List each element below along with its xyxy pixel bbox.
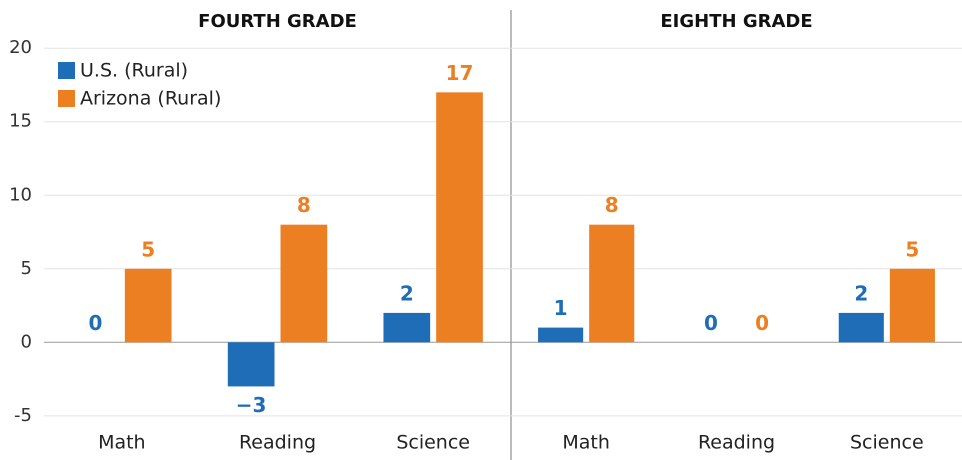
value-label: 0 (755, 311, 769, 335)
legend-swatch (58, 62, 75, 79)
x-tick-label: Science (850, 432, 924, 454)
y-tick-label: 0 (21, 331, 32, 352)
legend-swatch (58, 90, 75, 107)
panel-title: FOURTH GRADE (198, 11, 357, 32)
y-tick-label: 20 (9, 37, 32, 58)
bar (227, 342, 275, 387)
x-tick-label: Math (98, 432, 146, 454)
panel-title: EIGHTH GRADE (660, 11, 812, 32)
legend-label: Arizona (Rural) (80, 88, 221, 110)
value-label: 8 (605, 193, 619, 217)
x-tick-label: Reading (239, 432, 316, 454)
value-label: 0 (89, 311, 103, 335)
value-label: 0 (704, 311, 718, 335)
x-tick-label: Science (396, 432, 470, 454)
value-label: 1 (554, 296, 568, 320)
bar (124, 268, 172, 343)
y-tick-label: 10 (9, 184, 32, 205)
bar (889, 268, 935, 343)
x-tick-label: Reading (698, 432, 775, 454)
bar (436, 92, 483, 343)
y-tick-label: 5 (21, 258, 32, 279)
value-label: −3 (236, 393, 267, 417)
y-tick-label: -5 (14, 405, 32, 426)
value-label: 5 (905, 237, 919, 261)
bar (589, 224, 635, 343)
value-label: 17 (446, 61, 474, 85)
bar (838, 312, 884, 343)
legend-label: U.S. (Rural) (80, 60, 188, 82)
bar (383, 312, 431, 343)
bar (280, 224, 328, 343)
value-label: 2 (854, 281, 868, 305)
value-label: 2 (400, 281, 414, 305)
y-tick-label: 15 (9, 111, 32, 132)
value-label: 5 (141, 237, 155, 261)
bar (538, 327, 584, 343)
x-tick-label: Math (562, 432, 610, 454)
value-label: 8 (297, 193, 311, 217)
